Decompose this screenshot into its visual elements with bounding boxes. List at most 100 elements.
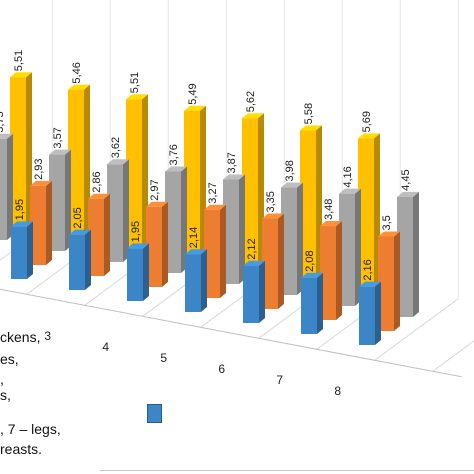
bar-top <box>378 231 400 237</box>
bar-front <box>88 198 104 276</box>
bar-top <box>30 180 52 186</box>
bar-front <box>242 118 258 270</box>
divider-line <box>100 470 474 471</box>
bar-side <box>162 201 168 287</box>
bar-top <box>320 221 342 227</box>
bar-top <box>262 213 284 219</box>
bar-front <box>397 196 413 317</box>
value-label-s3-c8: 4,45 <box>400 169 412 190</box>
bar-front <box>243 265 259 323</box>
value-label-s4-c4: 5,49 <box>187 83 199 104</box>
legend-text-1: ckens, <box>0 329 41 345</box>
bar-side <box>201 249 207 312</box>
bar-s3-c8 <box>397 191 419 317</box>
bar-top <box>107 159 129 165</box>
bar-s3-c4 <box>165 166 187 273</box>
value-label-s1-c4: 1,95 <box>130 221 142 242</box>
value-label-s1-c3: 2,05 <box>72 207 84 228</box>
legend-text-4: s, <box>0 387 11 403</box>
bar-front <box>300 130 316 281</box>
bar-s1-c5 <box>185 249 207 312</box>
floor-gridline-8 <box>374 298 459 361</box>
bar-top <box>185 249 207 255</box>
bar-top <box>358 133 380 139</box>
bar-s4-c7 <box>358 133 380 292</box>
value-label-s1-c6: 2,12 <box>246 238 258 259</box>
bar-side <box>65 149 71 251</box>
bar-top <box>242 113 264 119</box>
legend-text-3: , <box>0 371 4 387</box>
bar-s1-c6 <box>243 260 265 323</box>
bar-s1-c3 <box>69 229 91 290</box>
value-label-s1-c5: 2,14 <box>188 227 200 248</box>
bar-side <box>27 221 33 279</box>
bar-top <box>301 272 323 278</box>
bar-s4-c1 <box>10 72 32 226</box>
bar-side <box>278 213 284 309</box>
bar-front <box>359 286 375 345</box>
floor-gridline-9 <box>432 340 474 372</box>
bar-side <box>239 174 245 284</box>
bar-s2-c7 <box>320 221 342 320</box>
bar-front <box>378 236 394 331</box>
bar-front <box>126 99 142 248</box>
bar-s2-c5 <box>204 204 226 298</box>
bar-s4-c6 <box>300 125 322 281</box>
bar-s3-c7 <box>339 188 361 306</box>
bar-top <box>300 125 322 131</box>
bar-top <box>88 193 110 199</box>
bar-side <box>394 231 400 331</box>
bar-front <box>107 164 123 262</box>
bar-side <box>104 193 110 276</box>
bar-side <box>413 191 419 317</box>
x-tick-7: 7 <box>276 373 283 387</box>
bar-side <box>85 229 91 290</box>
bars-layer <box>0 72 419 345</box>
bar-front <box>320 226 336 320</box>
value-label-s4-c5: 5,62 <box>245 91 257 112</box>
x-tick-3: 3 <box>44 329 51 343</box>
bar-top <box>68 84 90 90</box>
bar-front <box>185 254 201 312</box>
bar-top <box>204 204 226 210</box>
bar-top <box>10 72 32 78</box>
bar-top <box>223 174 245 180</box>
bar-front <box>165 171 181 273</box>
value-label-s3-c5: 3,87 <box>226 152 238 173</box>
bar-side <box>355 188 361 306</box>
value-label-s1-c7: 2,08 <box>304 250 316 271</box>
bar-side <box>143 243 149 301</box>
value-label-s1-c8: 2,16 <box>362 259 374 280</box>
bar-front <box>30 185 46 265</box>
bar-side <box>317 272 323 334</box>
bar-top <box>281 182 303 188</box>
legend-text-2: es, <box>0 351 19 367</box>
legend-swatch-series-1 <box>147 404 162 423</box>
bar-front <box>223 179 239 284</box>
value-labels-layer: 5,51 5,46 5,51 5,49 5,62 5,58 5,69 3,75 3,57 3,62… <box>0 50 412 281</box>
bar-top <box>49 149 71 155</box>
bar-front <box>127 248 143 301</box>
floor-front-edge <box>0 288 462 378</box>
bar-top <box>11 221 33 227</box>
bar-s4-c5 <box>242 113 264 270</box>
bar-top <box>184 105 206 111</box>
legend-text-5: , 7 – legs, <box>0 421 61 437</box>
value-label-s4-c3: 5,51 <box>129 72 141 93</box>
bar-s1-c2 <box>11 221 33 279</box>
bar-side <box>123 159 129 262</box>
bar-front <box>0 138 7 240</box>
value-label-s2-c3: 2,86 <box>91 171 103 192</box>
bar-front <box>68 89 84 237</box>
value-label-s4-c2: 5,46 <box>71 62 83 83</box>
bar-side <box>297 182 303 295</box>
bar-s1-c4 <box>127 243 149 301</box>
value-label-s2-c8: 3,5 <box>381 215 393 230</box>
bar-s2-c4 <box>146 201 168 287</box>
bar-top <box>127 243 149 249</box>
value-label-s2-c4: 2,97 <box>149 179 161 200</box>
bar-front <box>281 187 297 295</box>
x-tick-5: 5 <box>160 351 167 365</box>
value-label-s3-c3: 3,62 <box>110 137 122 158</box>
bar-top <box>126 94 148 100</box>
